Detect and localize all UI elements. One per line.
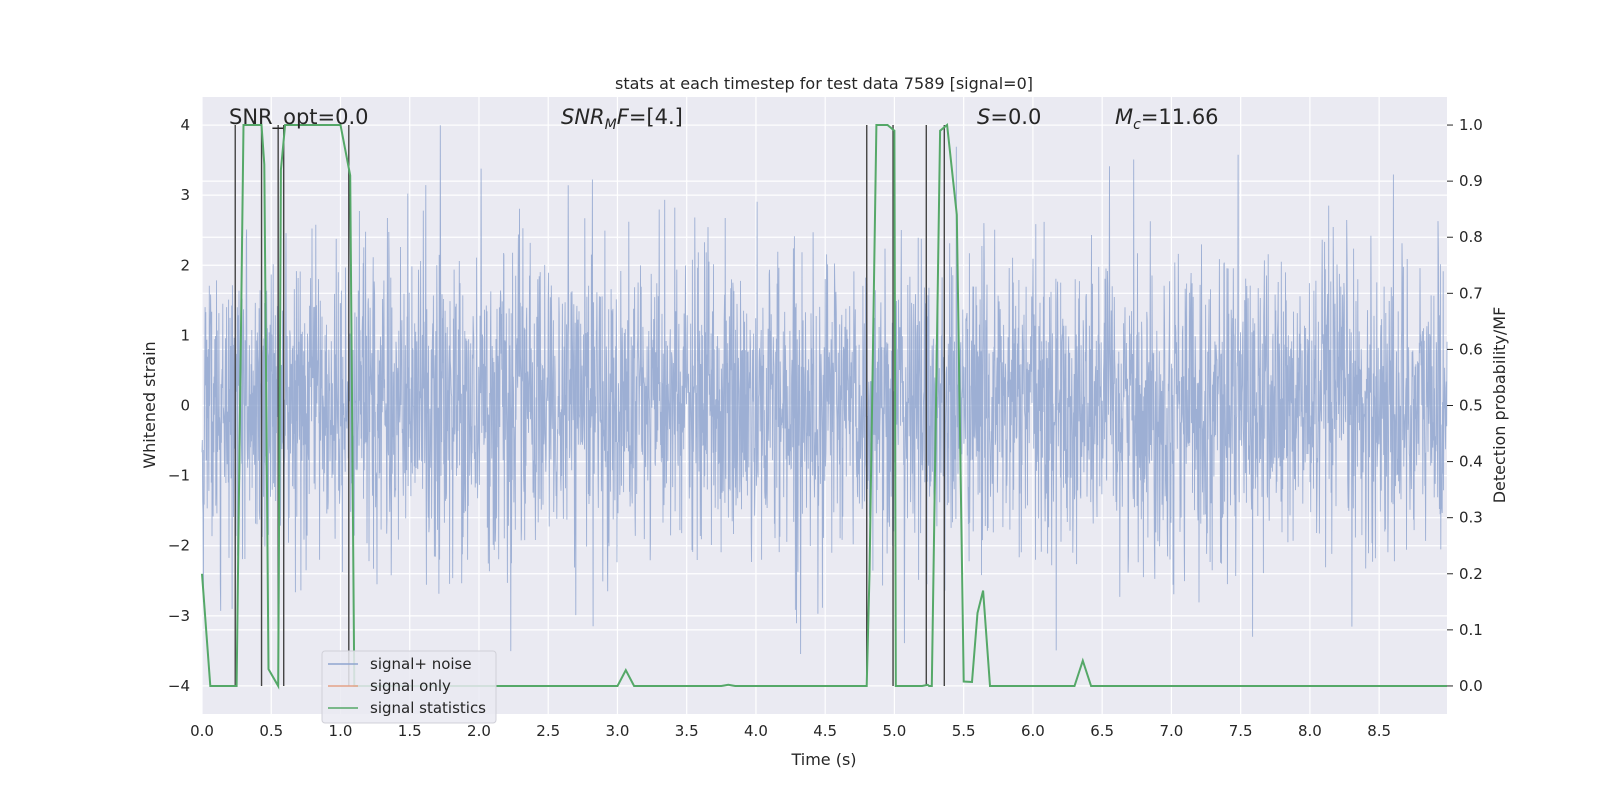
x-tick-label: 6.5 (1090, 722, 1114, 740)
snr-mf-subscript: M (605, 117, 617, 133)
annotation-mc: Mc=11.66 (1115, 105, 1219, 133)
x-tick-label: 0.0 (190, 722, 214, 740)
legend-label-signal-only: signal only (370, 677, 451, 695)
mc-value: =11.66 (1141, 105, 1219, 129)
y-tick-label: 0 (180, 397, 190, 415)
x-tick-label: 8.5 (1367, 722, 1391, 740)
x-tick-label: 8.0 (1298, 722, 1322, 740)
y-tick-label: −3 (168, 607, 190, 625)
s-symbol: S (977, 105, 990, 129)
y-right-tick-label: 0.4 (1459, 453, 1483, 471)
y-right-tick-label: 0.5 (1459, 397, 1483, 415)
legend-box (321, 650, 497, 724)
signal-plus-noise-series (201, 125, 1448, 655)
y-right-axis-label: Detection probability/MF (1490, 307, 1509, 504)
y-right-tick-label: 0.8 (1459, 228, 1483, 246)
y-right-tick-label: 0.9 (1459, 172, 1483, 190)
y-axis-label: Whitened strain (140, 341, 159, 468)
y-tick-label: 1 (180, 326, 190, 344)
x-tick-label: 3.0 (606, 722, 630, 740)
y-right-tick-label: 0.2 (1459, 565, 1483, 583)
x-tick-label: 4.5 (813, 722, 837, 740)
legend-label-signal-statistics: signal statistics (370, 699, 486, 717)
chart-title: stats at each timestep for test data 758… (615, 74, 1033, 93)
legend: signal+ noise signal only signal statist… (321, 650, 497, 724)
y-tick-label: −2 (168, 537, 190, 555)
x-tick-label: 7.5 (1229, 722, 1253, 740)
x-tick-label: 1.0 (329, 722, 353, 740)
y-tick-label: 4 (180, 116, 190, 134)
y-right-tick-label: 0.6 (1459, 340, 1483, 358)
x-axis-label: Time (s) (790, 750, 856, 769)
y-right-tick-label: 0.1 (1459, 621, 1483, 639)
annotation-snr-opt: SNR_opt=0.0 (229, 105, 369, 130)
x-tick-label: 1.5 (398, 722, 422, 740)
y-tick-label: −1 (168, 467, 190, 485)
y-tick-label: −4 (168, 677, 190, 695)
s-value: =0.0 (990, 105, 1041, 129)
y-right-tick-label: 0.7 (1459, 284, 1483, 302)
y-right-tick-label: 1.0 (1459, 116, 1483, 134)
x-tick-label: 7.0 (1159, 722, 1183, 740)
x-tick-label: 5.0 (883, 722, 907, 740)
signal-noise-line (201, 125, 1448, 655)
signal-statistics-series (201, 123, 1447, 690)
annotation-snr-mf: SNRMF=[4.] (561, 105, 683, 133)
snr-mf-suffix: F (617, 105, 630, 129)
legend-label-signal-noise: signal+ noise (370, 655, 472, 673)
y-tick-labels: −4 −3 −2 −1 0 1 2 3 4 (168, 116, 190, 695)
y-right-tick-label: 0.3 (1459, 509, 1483, 527)
x-tick-label: 3.5 (675, 722, 699, 740)
annotation-s: S=0.0 (977, 105, 1041, 129)
mc-symbol: M (1115, 105, 1133, 129)
x-tick-label: 4.0 (744, 722, 768, 740)
snr-mf-value: =[4.] (629, 105, 683, 129)
signal-statistics-line (201, 123, 1447, 690)
y-right-tick-labels: 0.0 0.1 0.2 0.3 0.4 0.5 0.6 0.7 0.8 0.9 1.0 (1447, 116, 1483, 695)
x-tick-label: 5.5 (952, 722, 976, 740)
snr-mf-symbol: SNR (561, 105, 605, 129)
x-tick-label: 2.5 (536, 722, 560, 740)
x-tick-label: 2.0 (467, 722, 491, 740)
y-tick-label: 2 (180, 256, 190, 274)
x-tick-label: 0.5 (259, 722, 283, 740)
x-tick-labels: 0.0 0.5 1.0 1.5 2.0 2.5 3.0 3.5 4.0 4.5 5.0 5.5 6.0 6… (190, 722, 1391, 740)
y-tick-label: 3 (180, 186, 190, 204)
mc-subscript: c (1133, 117, 1141, 133)
x-tick-label: 6.0 (1021, 722, 1045, 740)
y-right-tick-label: 0.0 (1459, 677, 1483, 695)
